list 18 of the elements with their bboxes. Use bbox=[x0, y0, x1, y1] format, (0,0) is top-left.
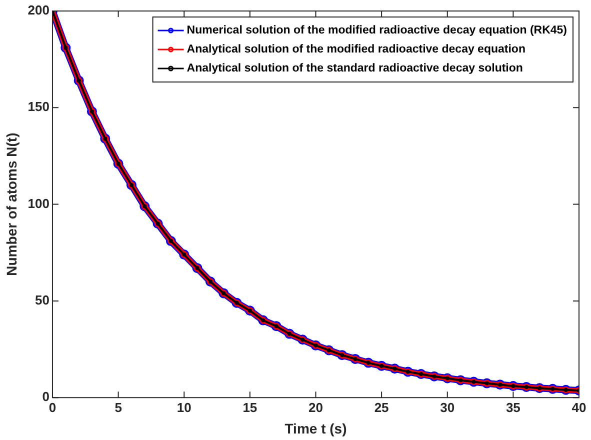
y-axis-title: Number of atoms N(t) bbox=[3, 132, 20, 276]
x-tick-label: 5 bbox=[114, 400, 122, 415]
x-tick-label: 30 bbox=[440, 400, 455, 415]
x-tick-label: 40 bbox=[572, 400, 586, 415]
x-tick-label: 10 bbox=[176, 400, 192, 415]
y-tick-label: 100 bbox=[28, 196, 50, 211]
legend-label: Analytical solution of the modified radioactive decay equation bbox=[186, 44, 526, 56]
x-tick-label: 15 bbox=[242, 400, 258, 415]
x-tick-label: 35 bbox=[506, 400, 520, 415]
x-tick-label: 25 bbox=[374, 400, 389, 415]
legend-label: Numerical solution of the modified radioactive decay equation (RK45) bbox=[186, 24, 568, 37]
y-tick-label: 0 bbox=[42, 389, 50, 404]
x-axis-title: Time t (s) bbox=[284, 420, 347, 436]
y-tick-label: 50 bbox=[35, 292, 50, 308]
y-tick-label: 200 bbox=[28, 2, 50, 18]
legend-label: Analytical solution of the standard radioactive decay solution bbox=[186, 62, 523, 75]
y-tick-label: 150 bbox=[28, 99, 50, 114]
x-tick-label: 20 bbox=[308, 400, 323, 415]
